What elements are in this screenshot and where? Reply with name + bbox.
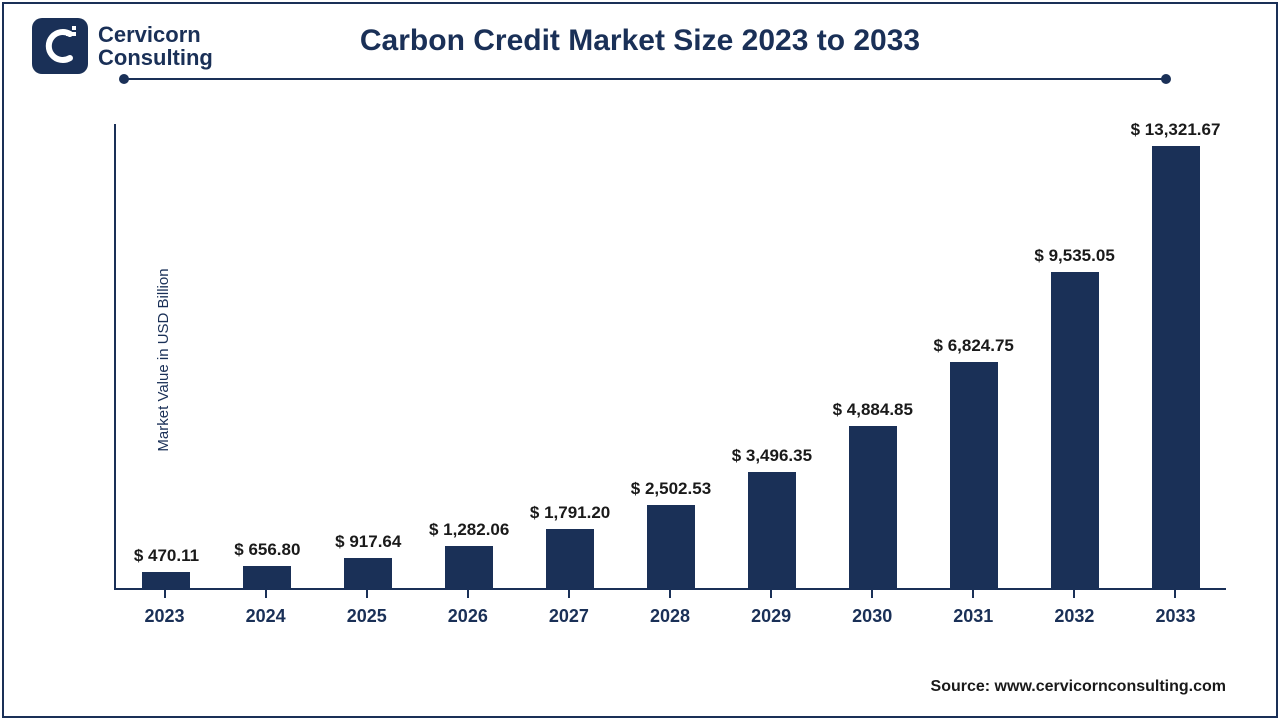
- x-tick: 2033: [1125, 590, 1226, 636]
- bar-slot: $ 1,791.20: [520, 124, 621, 588]
- plot-region: $ 470.11 $ 656.80 $ 917.64 $ 1,282.06 $ 1,79…: [114, 124, 1226, 590]
- x-tick-label: 2026: [448, 606, 488, 627]
- x-tick: 2032: [1024, 590, 1125, 636]
- x-tick: 2029: [721, 590, 822, 636]
- bar: [647, 505, 695, 588]
- bar-value-label: $ 1,791.20: [530, 503, 610, 523]
- x-tick-label: 2033: [1155, 606, 1195, 627]
- x-tick-label: 2023: [145, 606, 185, 627]
- chart-area: $ 470.11 $ 656.80 $ 917.64 $ 1,282.06 $ 1,79…: [114, 124, 1226, 636]
- bar-slot: $ 656.80: [217, 124, 318, 588]
- x-tick: 2023: [114, 590, 215, 636]
- bar-value-label: $ 470.11: [134, 546, 199, 566]
- bar-value-label: $ 13,321.67: [1131, 120, 1221, 140]
- chart-title: Carbon Credit Market Size 2023 to 2033: [4, 24, 1276, 58]
- bar: [849, 426, 897, 588]
- bar-value-label: $ 1,282.06: [429, 520, 509, 540]
- bar-value-label: $ 4,884.85: [833, 400, 913, 420]
- bar-value-label: $ 2,502.53: [631, 479, 711, 499]
- bar-value-label: $ 656.80: [234, 540, 300, 560]
- x-tick: 2031: [923, 590, 1024, 636]
- bar-slot: $ 917.64: [318, 124, 419, 588]
- x-tick: 2027: [518, 590, 619, 636]
- x-tick-label: 2028: [650, 606, 690, 627]
- source-attribution: Source: www.cervicornconsulting.com: [931, 678, 1226, 696]
- x-axis: 2023 2024 2025 2026 2027 2028 2029 2030 2031 2032…: [114, 590, 1226, 636]
- bar: [950, 362, 998, 588]
- x-tick: 2025: [316, 590, 417, 636]
- x-tick-mark: [1174, 590, 1176, 598]
- x-tick-label: 2032: [1054, 606, 1094, 627]
- x-tick: 2028: [619, 590, 720, 636]
- x-tick-label: 2024: [246, 606, 286, 627]
- bar-slot: $ 13,321.67: [1125, 124, 1226, 588]
- x-tick: 2026: [417, 590, 518, 636]
- x-tick-label: 2031: [953, 606, 993, 627]
- x-tick: 2024: [215, 590, 316, 636]
- bar: [1152, 146, 1200, 588]
- bar: [445, 546, 493, 588]
- x-tick-mark: [265, 590, 267, 598]
- bar-slot: $ 1,282.06: [419, 124, 520, 588]
- bar-slot: $ 470.11: [116, 124, 217, 588]
- bar: [243, 566, 291, 588]
- bar-slot: $ 4,884.85: [822, 124, 923, 588]
- x-tick-mark: [366, 590, 368, 598]
- x-tick-mark: [1073, 590, 1075, 598]
- x-tick-mark: [467, 590, 469, 598]
- bar: [142, 572, 190, 588]
- x-tick-mark: [568, 590, 570, 598]
- x-tick-label: 2030: [852, 606, 892, 627]
- bar-slot: $ 3,496.35: [721, 124, 822, 588]
- x-tick-mark: [164, 590, 166, 598]
- bar-value-label: $ 9,535.05: [1034, 246, 1114, 266]
- x-tick-mark: [871, 590, 873, 598]
- bar-slot: $ 6,824.75: [923, 124, 1024, 588]
- bars-container: $ 470.11 $ 656.80 $ 917.64 $ 1,282.06 $ 1,79…: [116, 124, 1226, 588]
- bar-value-label: $ 6,824.75: [934, 336, 1014, 356]
- bar-slot: $ 2,502.53: [621, 124, 722, 588]
- x-tick: 2030: [822, 590, 923, 636]
- x-tick-label: 2025: [347, 606, 387, 627]
- bar-slot: $ 9,535.05: [1024, 124, 1125, 588]
- title-divider: [124, 78, 1166, 80]
- bar: [748, 472, 796, 588]
- bar-value-label: $ 3,496.35: [732, 446, 812, 466]
- bar: [546, 529, 594, 588]
- x-tick-mark: [972, 590, 974, 598]
- bar: [344, 558, 392, 588]
- chart-frame: Cervicorn Consulting Carbon Credit Marke…: [2, 2, 1278, 718]
- x-tick-label: 2029: [751, 606, 791, 627]
- x-tick-mark: [669, 590, 671, 598]
- bar: [1051, 272, 1099, 588]
- x-tick-label: 2027: [549, 606, 589, 627]
- x-tick-mark: [770, 590, 772, 598]
- bar-value-label: $ 917.64: [335, 532, 401, 552]
